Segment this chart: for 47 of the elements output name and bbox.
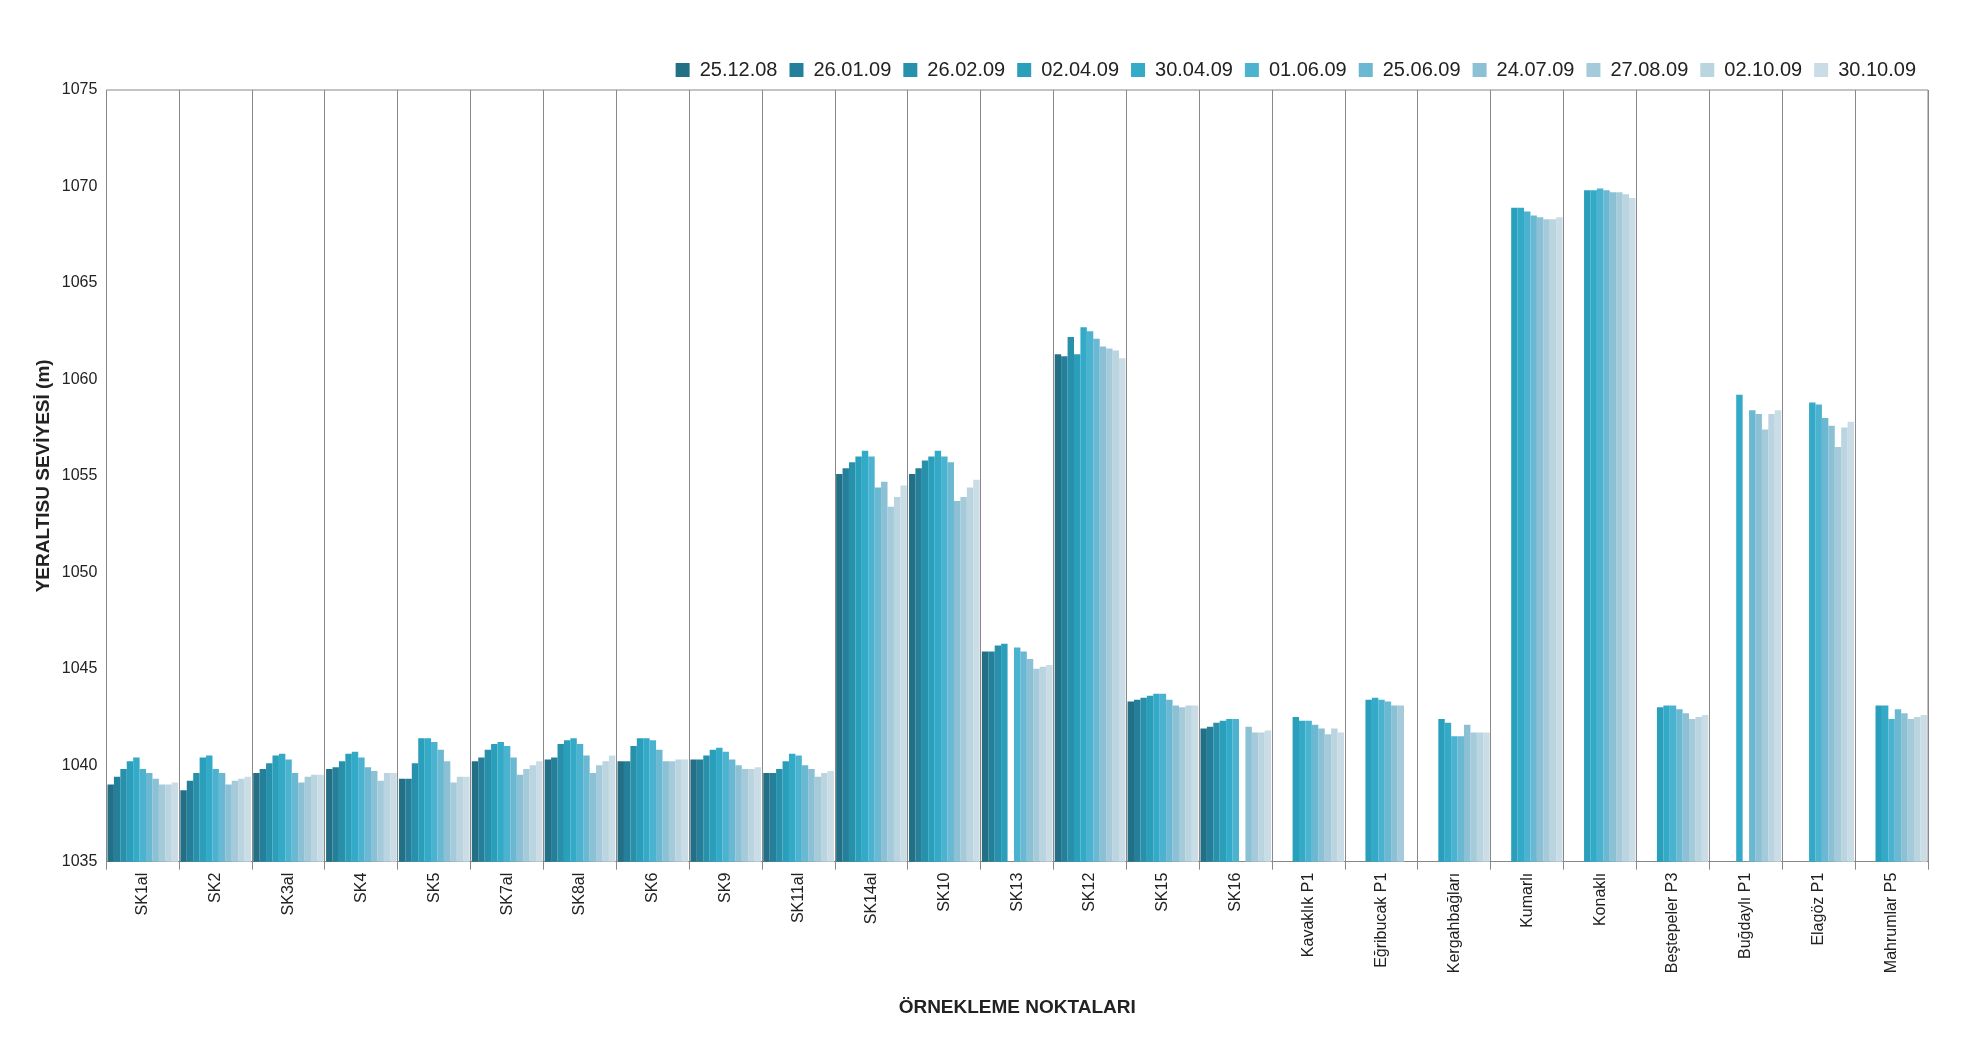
legend-label: 26.01.09 [813, 57, 892, 80]
x-tick-label: SK13 [1007, 872, 1025, 912]
x-tick-label: SK3al [278, 872, 296, 916]
x-tick-label: SK16 [1226, 872, 1244, 912]
x-tick-label: SK7al [497, 872, 515, 916]
x-tick-label: SK8al [570, 872, 588, 916]
x-tick-label: SK12 [1080, 872, 1098, 912]
legend-label: 25.06.09 [1382, 57, 1461, 80]
x-tick-label: Buğdaylı P1 [1736, 872, 1754, 959]
x-tick-label: SK2 [206, 872, 224, 903]
y-tick-label: 1035 [61, 852, 98, 870]
x-tick-label: Mahrumlar P5 [1881, 872, 1899, 974]
x-tick-label: SK5 [424, 872, 442, 903]
x-tick-label: SK6 [643, 872, 661, 903]
y-tick-label: 1060 [61, 369, 98, 387]
legend-label: 02.10.09 [1724, 57, 1803, 80]
x-tick-label: Kumarlı [1517, 872, 1535, 928]
y-tick-label: 1070 [61, 176, 98, 194]
x-tick-label: Konaklı [1590, 872, 1608, 927]
y-tick-label: 1050 [61, 562, 98, 580]
legend-label: 01.06.09 [1268, 57, 1347, 80]
y-tick-label: 1040 [61, 755, 98, 773]
legend-label: 26.02.09 [927, 57, 1006, 80]
legend-label: 27.08.09 [1610, 57, 1689, 80]
x-tick-label: SK1al [133, 872, 151, 916]
x-tick-label: SK4 [351, 872, 369, 903]
x-tick-label: SK9 [716, 872, 734, 903]
x-tick-label: Kavaklık P1 [1299, 872, 1317, 958]
x-tick-label: SK11al [789, 872, 807, 924]
x-tick-label: SK15 [1153, 872, 1171, 912]
y-tick-label: 1075 [61, 80, 98, 98]
y-axis-title: YERALTISU SEVİYESİ (m) [31, 359, 53, 593]
y-tick-label: 1065 [61, 273, 98, 291]
x-tick-label: Kergahbağları [1444, 872, 1462, 974]
x-axis-title: ÖRNEKLEME NOKTALARI [898, 995, 1136, 1017]
legend-label: 30.04.09 [1155, 57, 1233, 80]
legend-label: 02.04.09 [1041, 57, 1120, 80]
x-tick-label: SK14al [861, 872, 879, 925]
x-tick-label: Elagöz P1 [1809, 872, 1827, 946]
legend-label: 24.07.09 [1496, 57, 1575, 80]
x-tick-label: Beştepeler P3 [1663, 872, 1681, 974]
legend-label: 25.12.08 [699, 57, 778, 80]
y-tick-label: 1055 [61, 466, 98, 484]
y-tick-label: 1045 [61, 659, 98, 677]
x-tick-label: Eğribucak P1 [1371, 872, 1389, 968]
x-tick-label: SK10 [934, 872, 952, 912]
legend-label: 30.10.09 [1838, 57, 1917, 80]
